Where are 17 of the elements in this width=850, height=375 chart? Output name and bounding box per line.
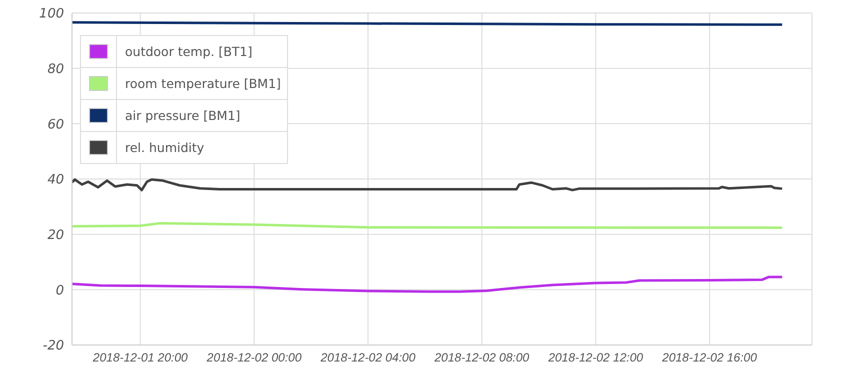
x-tick-label: 2018-12-02 08:00 — [433, 350, 530, 365]
x-tick-label: 2018-12-02 04:00 — [320, 350, 416, 365]
legend-label: air pressure [BM1] — [124, 107, 242, 125]
legend-label: outdoor temp. [BT1] — [124, 43, 254, 61]
y-tick-label: 80 — [47, 62, 64, 77]
x-tick-label: 2018-12-02 00:00 — [206, 350, 302, 365]
y-tick-label: 60 — [47, 117, 64, 132]
y-tick-label: -20 — [42, 338, 64, 354]
y-tick-label: 40 — [47, 172, 64, 188]
y-tick-label: 20 — [47, 228, 64, 243]
legend-label: room temperature [BM1] — [124, 75, 282, 93]
x-tick-label: 2018-12-01 20:00 — [92, 350, 188, 365]
x-tick-label: 2018-12-02 12:00 — [547, 350, 644, 365]
x-tick-label: 2018-12-02 16:00 — [661, 350, 758, 365]
y-tick-label: 0 — [56, 283, 64, 298]
legend-label: rel. humidity — [124, 139, 206, 157]
y-tick-label: 100 — [39, 6, 64, 22]
